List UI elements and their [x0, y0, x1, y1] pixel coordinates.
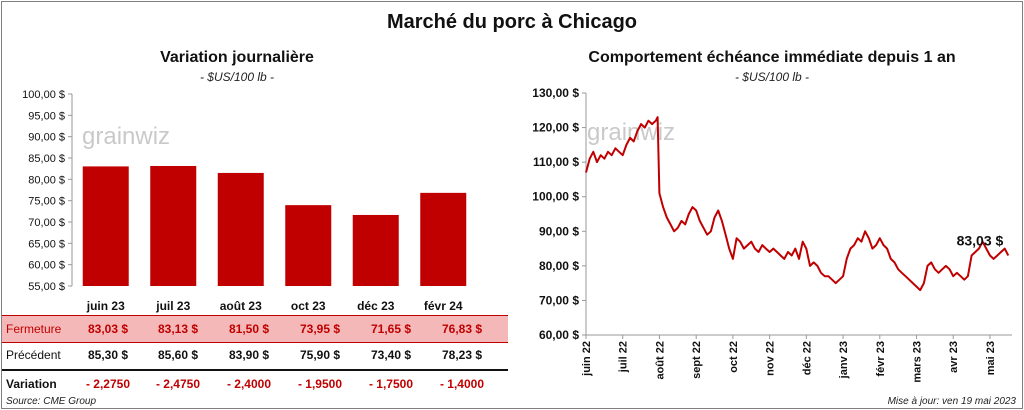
previous-cell: 85,30 $ — [87, 348, 129, 362]
previous-cell: 75,90 $ — [299, 348, 341, 362]
y-tick-label: 85,00 $ — [28, 153, 65, 165]
source-note: Source: CME Group — [6, 396, 97, 407]
watermark: grainwiz — [587, 119, 675, 146]
close-row: Fermeture 83,03 $ 83,13 $ 81,50 $ 73,95 … — [2, 315, 508, 343]
watermark: grainwiz — [82, 123, 170, 150]
close-cell: 83,03 $ — [87, 322, 129, 336]
bar — [82, 166, 129, 286]
variation-cell: - 2,4750 — [155, 377, 201, 391]
bar — [150, 165, 197, 286]
variation-cell: - 1,4000 — [439, 377, 485, 391]
x-tick-label: févr 24 — [424, 299, 463, 313]
x-tick-label: juil 23 — [155, 299, 190, 313]
previous-cell: 73,40 $ — [370, 348, 412, 362]
y-tick-label: 110,00 $ — [533, 155, 579, 169]
previous-cell: 83,90 $ — [228, 348, 270, 362]
bar — [352, 214, 399, 286]
last-value-label: 83,03 $ — [957, 232, 1004, 248]
y-tick-label: 55,00 $ — [28, 281, 65, 293]
y-tick-label: 100,00 $ — [532, 190, 579, 204]
x-tick-label: janv 23 — [838, 341, 850, 379]
x-tick-label: juin 22 — [581, 341, 593, 377]
x-tick-label: févr 23 — [875, 341, 887, 376]
close-cell: 71,65 $ — [370, 322, 412, 336]
close-cell: 73,95 $ — [299, 322, 341, 336]
y-tick-label: 60,00 $ — [539, 328, 579, 342]
y-tick-label: 80,00 $ — [539, 259, 579, 273]
x-tick-label: mars 23 — [912, 341, 924, 383]
x-tick-label: mai 23 — [985, 341, 997, 375]
y-tick-label: 90,00 $ — [28, 132, 65, 144]
bar-chart-subtitle: - $US/100 lb - — [199, 70, 275, 84]
x-tick-label: nov 22 — [765, 341, 777, 376]
y-tick-label: 95,00 $ — [28, 110, 65, 122]
bar — [420, 192, 467, 286]
x-tick-label: oct 23 — [291, 299, 326, 313]
x-tick-label: juil 22 — [618, 341, 630, 373]
y-tick-label: 60,00 $ — [28, 260, 65, 272]
x-tick-label: août 23 — [220, 299, 262, 313]
y-tick-label: 65,00 $ — [28, 238, 65, 250]
y-tick-label: 100,00 $ — [22, 89, 65, 101]
x-tick-label: oct 22 — [728, 341, 740, 373]
x-tick-label: avr 23 — [948, 341, 960, 373]
y-tick-label: 80,00 $ — [28, 174, 65, 186]
variation-cell: - 2,4000 — [226, 377, 272, 391]
close-cell: 81,50 $ — [228, 322, 270, 336]
previous-label: Précédent — [6, 348, 61, 362]
previous-cell: 78,23 $ — [441, 348, 483, 362]
x-tick-label: sept 22 — [691, 341, 703, 379]
variation-cell: - 1,9500 — [297, 377, 343, 391]
y-tick-label: 75,00 $ — [28, 196, 65, 208]
close-cell: 76,83 $ — [441, 322, 483, 336]
line-chart-title: Comportement échéance immédiate depuis 1… — [588, 49, 956, 66]
series-line — [585, 116, 1010, 292]
x-tick-label: juin 23 — [86, 299, 125, 313]
variation-label: Variation — [6, 377, 57, 391]
y-tick-label: 120,00 $ — [532, 121, 579, 135]
page-title: Marché du porc à Chicago — [386, 11, 638, 33]
close-label: Fermeture — [6, 322, 62, 336]
x-tick-label: déc 22 — [801, 341, 813, 375]
line-chart-subtitle: - $US/100 lb - — [734, 70, 810, 84]
y-tick-label: 130,00 $ — [532, 86, 579, 100]
previous-row: Précédent 85,30 $ 85,60 $ 83,90 $ 75,90 … — [2, 342, 508, 368]
x-tick-label: août 22 — [654, 341, 666, 380]
bar-chart-title: Variation journalière — [160, 49, 314, 66]
previous-cell: 85,60 $ — [157, 348, 199, 362]
x-tick-label: déc 23 — [357, 299, 395, 313]
y-tick-label: 70,00 $ — [28, 217, 65, 229]
y-tick-label: 70,00 $ — [539, 293, 579, 307]
y-tick-label: 90,00 $ — [539, 224, 579, 238]
variation-row: Variation - 2,2750 - 2,4750 - 2,4000 - 1… — [2, 369, 508, 397]
bar — [285, 205, 332, 286]
variation-cell: - 2,2750 — [85, 377, 131, 391]
close-cell: 83,13 $ — [157, 322, 199, 336]
variation-cell: - 1,7500 — [368, 377, 414, 391]
bar — [217, 172, 264, 286]
update-note: Mise à jour: ven 19 mai 2023 — [887, 396, 1016, 407]
